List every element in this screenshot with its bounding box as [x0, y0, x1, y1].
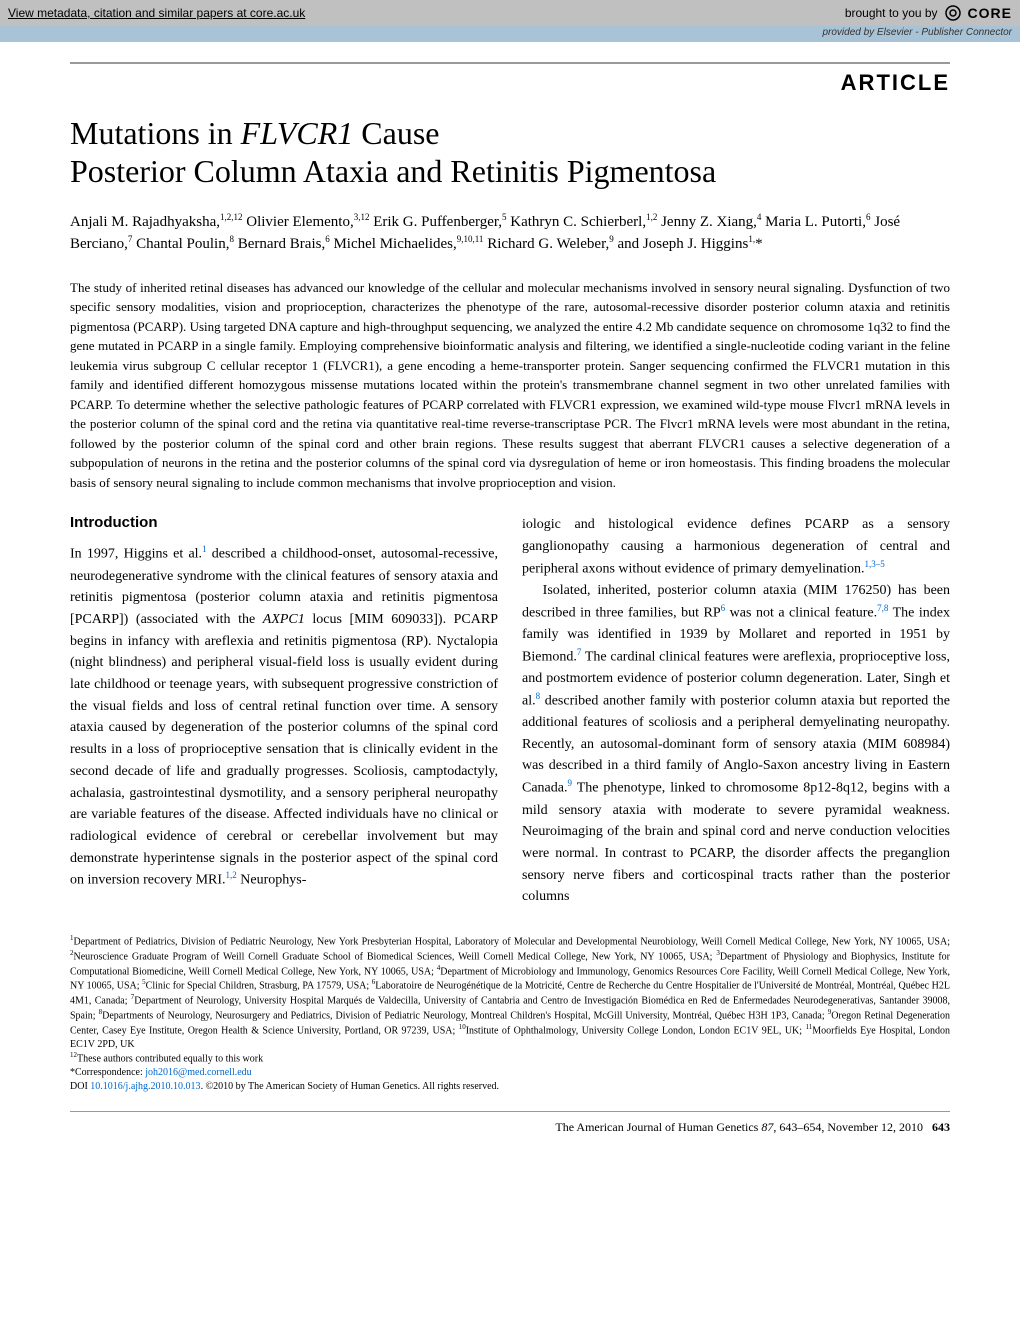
metadata-link[interactable]: View metadata, citation and similar pape… — [8, 6, 305, 20]
abstract: The study of inherited retinal diseases … — [70, 278, 950, 493]
brought-by-label: brought to you by — [845, 6, 938, 20]
article-label: ARTICLE — [70, 70, 950, 96]
provided-by-banner: provided by Elsevier - Publisher Connect… — [0, 26, 1020, 42]
column-right: iologic and histological evidence define… — [522, 514, 950, 908]
introduction-heading: Introduction — [70, 514, 498, 531]
affiliations: 1Department of Pediatrics, Division of P… — [70, 934, 950, 1093]
footer-volume: 87 — [761, 1120, 773, 1134]
core-icon — [944, 4, 962, 22]
page-content: ARTICLE Mutations in FLVCR1 Cause Poster… — [0, 42, 1020, 1165]
page-footer: The American Journal of Human Genetics 8… — [70, 1120, 950, 1135]
footer-rule — [70, 1111, 950, 1112]
title-line-2: Posterior Column Ataxia and Retinitis Pi… — [70, 153, 716, 189]
footer-journal: The American Journal of Human Genetics — [555, 1120, 758, 1134]
provided-by-text: provided by Elsevier - Publisher Connect… — [822, 27, 1012, 38]
core-logo-text[interactable]: CORE — [968, 5, 1012, 21]
footer-pages: , 643–654, November 12, 2010 — [773, 1120, 923, 1134]
body-right: iologic and histological evidence define… — [522, 514, 950, 908]
core-banner-right: brought to you by CORE — [845, 4, 1012, 22]
top-rule — [70, 62, 950, 64]
title-line-1: Mutations in FLVCR1 Cause — [70, 115, 439, 151]
core-banner: View metadata, citation and similar pape… — [0, 0, 1020, 26]
body-left: In 1997, Higgins et al.1 described a chi… — [70, 543, 498, 891]
article-title: Mutations in FLVCR1 Cause Posterior Colu… — [70, 114, 950, 191]
body-columns: Introduction In 1997, Higgins et al.1 de… — [70, 514, 950, 908]
authors-list: Anjali M. Rajadhyaksha,1,2,12 Olivier El… — [70, 211, 950, 256]
column-left: Introduction In 1997, Higgins et al.1 de… — [70, 514, 498, 908]
footer-pagenum: 643 — [932, 1120, 950, 1134]
